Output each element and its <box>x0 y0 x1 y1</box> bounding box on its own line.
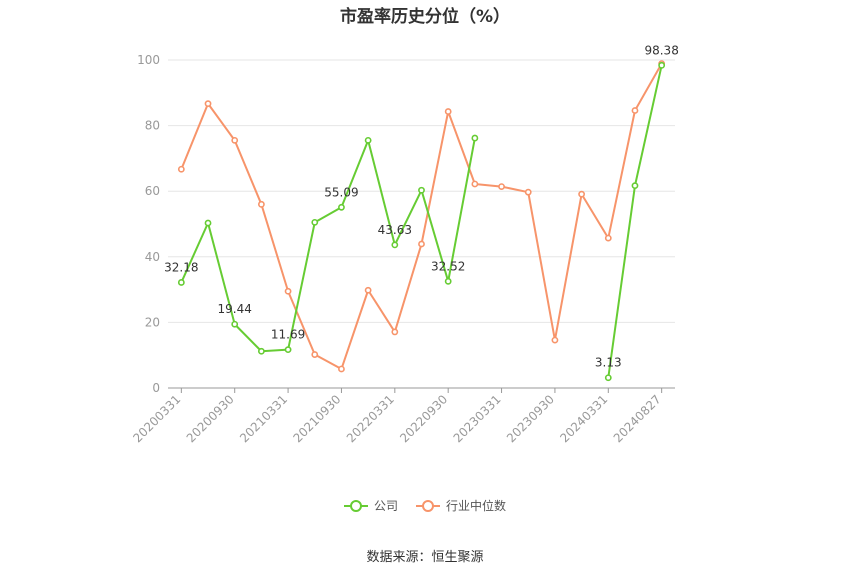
legend-label-industry-median: 行业中位数 <box>446 499 507 513</box>
x-tick-label: 20240827 <box>611 392 664 445</box>
source-note: 数据来源：恒生聚源 <box>366 550 484 565</box>
data-point-industry-median <box>257 200 265 208</box>
data-point-industry-median <box>177 165 185 173</box>
x-tick-label: 20240331 <box>557 392 610 445</box>
y-tick-label: 100 <box>137 53 160 67</box>
data-point-company <box>364 136 372 144</box>
data-point-company <box>177 279 185 286</box>
y-tick-label: 40 <box>145 250 160 264</box>
line-chart: 0 20 40 60 80 100 20200331 20200930 20210331 2021… <box>130 43 678 445</box>
data-point-industry-median <box>231 136 239 144</box>
data-point-industry-median <box>604 234 612 242</box>
data-point-company <box>444 277 452 285</box>
data-label: 32.18 <box>164 260 198 274</box>
data-point-company <box>284 346 292 354</box>
x-tick-label: 20230930 <box>504 392 557 445</box>
data-point-industry-median <box>418 240 425 248</box>
y-tick-label: 0 <box>152 381 160 395</box>
data-point-industry-median <box>631 107 639 114</box>
data-point-company <box>658 61 666 69</box>
data-point-company <box>631 182 639 190</box>
data-point-industry-median <box>364 286 372 294</box>
data-point-company <box>604 374 612 382</box>
data-point-industry-median <box>471 180 479 188</box>
data-label: 43.63 <box>378 223 412 237</box>
x-tick-label: 20230331 <box>451 392 504 445</box>
data-point-industry-median <box>578 190 586 198</box>
data-point-industry-median <box>391 328 399 336</box>
data-point-company <box>204 219 212 227</box>
legend-swatch-company <box>343 498 368 514</box>
data-label: 32.52 <box>431 259 465 273</box>
data-point-company <box>231 320 239 328</box>
data-point-industry-median <box>524 188 532 196</box>
data-point-company <box>311 218 319 226</box>
y-tick-label: 20 <box>145 315 160 329</box>
y-tick-label: 80 <box>145 119 160 133</box>
data-point-industry-median <box>551 336 559 344</box>
legend-swatch-industry-median <box>416 498 440 514</box>
data-point-industry-median <box>284 287 292 295</box>
series-line-company <box>180 137 476 353</box>
data-point-company <box>418 186 425 194</box>
data-point-industry-median <box>204 100 212 108</box>
series-line-industry-median <box>180 63 663 370</box>
legend-label-company: 公司 <box>373 499 398 513</box>
data-point-industry-median <box>338 365 345 373</box>
data-point-company <box>471 134 479 142</box>
data-point-industry-median <box>498 183 505 191</box>
data-label: 11.69 <box>271 328 305 342</box>
chart-title: 市盈率历史分位（%） <box>339 7 511 27</box>
data-point-industry-median <box>444 108 452 115</box>
x-tick-label: 20200331 <box>130 392 183 445</box>
data-label: 19.44 <box>218 302 252 316</box>
data-point-industry-median <box>311 351 319 358</box>
x-tick-label: 20200930 <box>184 392 237 445</box>
data-label: 98.38 <box>644 43 678 57</box>
data-point-company <box>338 203 345 211</box>
data-label: 3.13 <box>595 356 622 370</box>
legend-item-industry-median[interactable]: 行业中位数 <box>416 497 506 514</box>
legend: 公司 行业中位数 <box>0 497 850 514</box>
x-tick-label: 20220331 <box>344 392 397 445</box>
data-point-company <box>257 347 265 355</box>
x-tick-label: 20210930 <box>290 392 343 445</box>
legend-item-company[interactable]: 公司 <box>343 497 398 514</box>
data-label: 55.09 <box>324 185 358 199</box>
data-point-company <box>391 241 399 249</box>
x-tick-label: 20220930 <box>397 392 450 445</box>
y-tick-label: 60 <box>145 184 160 198</box>
x-tick-label: 20210331 <box>237 392 290 445</box>
